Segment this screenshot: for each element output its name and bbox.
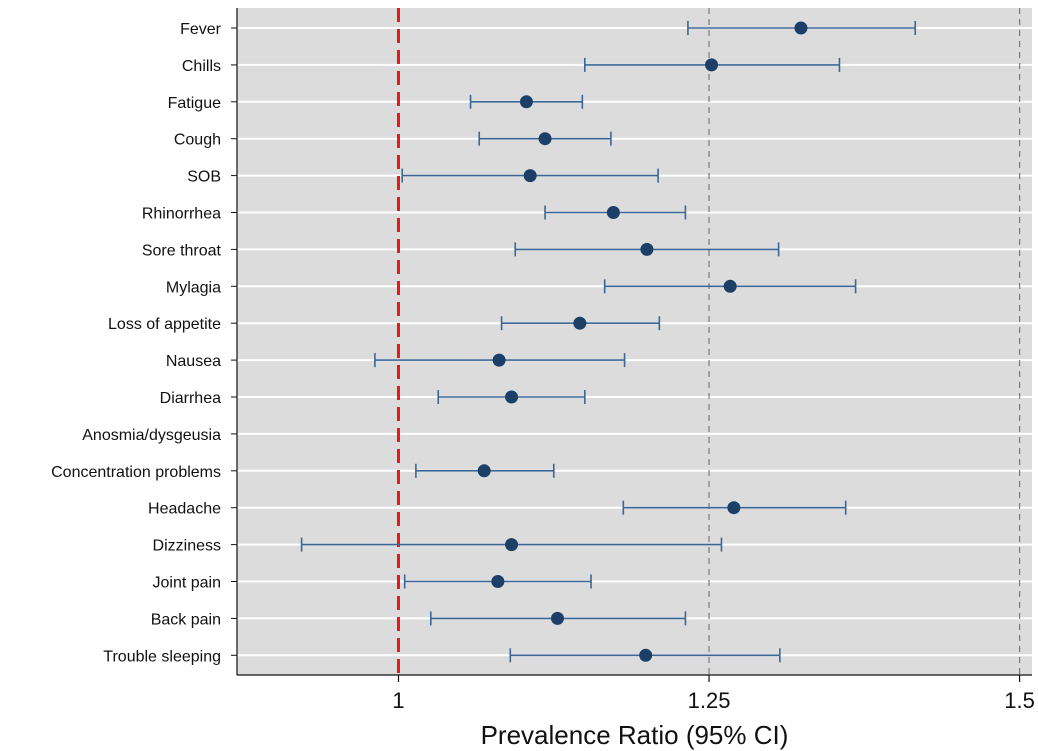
category-label: Concentration problems <box>51 464 221 481</box>
category-label: Fatigue <box>168 95 221 112</box>
x-axis-title: Prevalence Ratio (95% CI) <box>481 720 789 750</box>
vertical-gridlines <box>708 8 1021 675</box>
y-axis-ticks <box>231 27 237 656</box>
point-estimate <box>573 316 587 330</box>
category-label: Trouble sleeping <box>103 648 221 665</box>
point-estimate <box>505 538 519 552</box>
x-tick-label: 1.5 <box>1004 688 1035 713</box>
category-label: Headache <box>148 501 221 518</box>
plot-area <box>237 8 1032 675</box>
category-label: Rhinorrhea <box>142 206 221 223</box>
point-estimate <box>639 648 653 662</box>
category-label: Nausea <box>166 353 221 370</box>
point-estimate <box>723 279 737 293</box>
point-estimates <box>477 21 808 662</box>
x-tick-label: 1.25 <box>688 688 731 713</box>
category-label: Back pain <box>151 611 221 628</box>
category-label: Cough <box>174 132 221 149</box>
category-label: Dizziness <box>153 538 221 555</box>
point-estimate <box>523 169 537 183</box>
point-estimate <box>794 21 808 35</box>
point-estimate <box>606 206 620 219</box>
point-estimate <box>477 464 491 478</box>
point-estimate <box>550 611 564 625</box>
point-estimate <box>519 95 533 109</box>
category-labels: Fever Chills Fatigue Cough SOB Rhinorrhea Sore… <box>51 21 222 665</box>
x-tick-label: 1 <box>392 688 404 713</box>
category-label: Anosmia/dysgeusia <box>82 427 221 444</box>
category-label: Chills <box>182 58 221 75</box>
category-label: Mylagia <box>166 279 221 296</box>
point-estimate <box>727 501 741 515</box>
x-axis-ticks: 1 1.25 1.5 <box>392 675 1035 713</box>
point-estimate <box>492 353 506 367</box>
point-estimate <box>538 132 552 146</box>
point-estimate <box>705 58 719 72</box>
category-label: Loss of appetite <box>108 316 221 333</box>
category-label: Fever <box>180 21 222 38</box>
category-label: SOB <box>187 169 221 186</box>
category-label: Sore throat <box>142 242 222 259</box>
point-estimate <box>640 242 654 256</box>
category-label: Diarrhea <box>160 390 221 407</box>
category-label: Joint pain <box>153 575 222 592</box>
point-estimate <box>505 390 519 404</box>
point-estimate <box>491 575 505 588</box>
